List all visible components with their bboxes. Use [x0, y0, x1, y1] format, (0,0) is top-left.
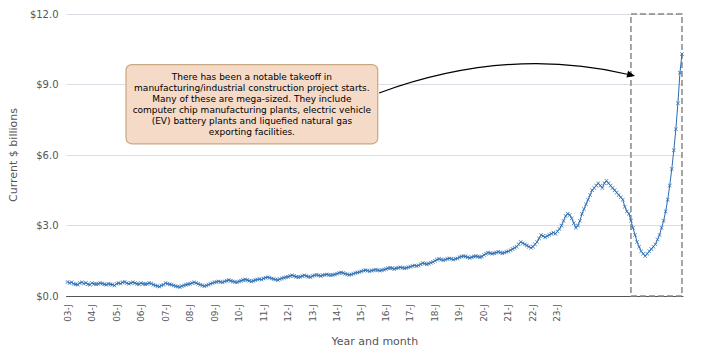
svg-text:(EV) battery plants and liquef: (EV) battery plants and liquefied natura…	[152, 116, 353, 126]
svg-text:There has been a notable takeo: There has been a notable takeoff in	[171, 72, 332, 82]
svg-text:$3.0: $3.0	[36, 220, 58, 231]
svg-text:23-J: 23-J	[552, 304, 562, 322]
svg-text:20-J: 20-J	[479, 304, 489, 322]
svg-text:18-J: 18-J	[430, 304, 440, 322]
svg-text:11-J: 11-J	[259, 304, 269, 322]
svg-text:$0.0: $0.0	[36, 291, 58, 302]
svg-text:Many of these are mega-sized.: Many of these are mega-sized. They inclu…	[152, 94, 352, 104]
svg-text:12-J: 12-J	[283, 304, 293, 322]
svg-text:exporting facilities.: exporting facilities.	[209, 127, 295, 137]
svg-text:07-J: 07-J	[161, 304, 171, 322]
svg-text:08-J: 08-J	[185, 304, 195, 322]
svg-text:computer chip manufacturing pl: computer chip manufacturing plants, elec…	[133, 105, 372, 115]
svg-text:21-J: 21-J	[503, 304, 513, 322]
svg-text:Current $ billions: Current $ billions	[7, 108, 20, 202]
svg-text:04-J: 04-J	[87, 304, 97, 322]
svg-text:manufacturing/industrial const: manufacturing/industrial construction pr…	[134, 83, 370, 93]
svg-text:06-J: 06-J	[136, 304, 146, 322]
svg-text:$9.0: $9.0	[36, 79, 58, 90]
svg-text:15-J: 15-J	[356, 304, 366, 322]
svg-text:19-J: 19-J	[454, 304, 464, 322]
svg-text:$12.0: $12.0	[30, 9, 59, 20]
svg-text:05-J: 05-J	[112, 304, 122, 322]
svg-text:09-J: 09-J	[210, 304, 220, 322]
svg-text:$6.0: $6.0	[36, 150, 58, 161]
svg-text:13-J: 13-J	[308, 304, 318, 322]
svg-text:17-J: 17-J	[405, 304, 415, 322]
svg-text:14-J: 14-J	[332, 304, 342, 322]
svg-text:Year and month: Year and month	[330, 335, 418, 348]
svg-text:03-J: 03-J	[63, 304, 73, 322]
svg-text:16-J: 16-J	[381, 304, 391, 322]
svg-text:10-J: 10-J	[234, 304, 244, 322]
svg-text:22-J: 22-J	[528, 304, 538, 322]
